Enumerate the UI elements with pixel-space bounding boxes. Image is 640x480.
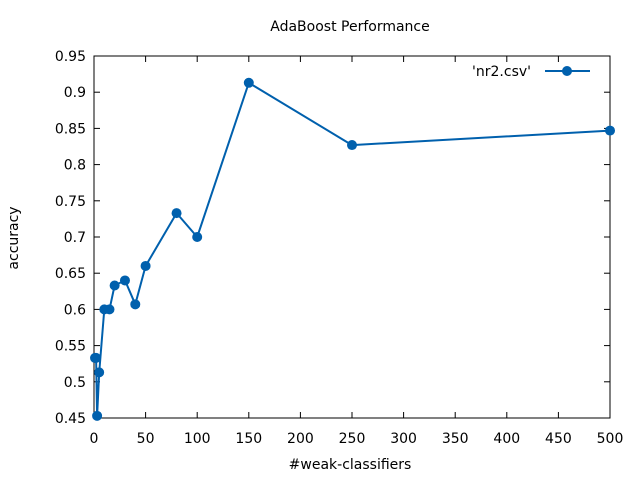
y-tick-label: 0.5 xyxy=(64,375,86,391)
x-tick-label: 300 xyxy=(390,431,417,447)
series-layer xyxy=(90,77,615,421)
data-point xyxy=(140,260,151,271)
chart-title: AdaBoost Performance xyxy=(270,19,429,35)
x-tick-label: 200 xyxy=(287,431,314,447)
x-tick-label: 100 xyxy=(184,431,211,447)
y-tick-label: 0.95 xyxy=(55,49,86,65)
legend-marker xyxy=(562,66,572,76)
data-point xyxy=(130,299,141,310)
legend-label: 'nr2.csv' xyxy=(472,64,531,80)
series-line xyxy=(95,81,611,417)
y-tick-label: 0.9 xyxy=(64,85,86,101)
data-point xyxy=(347,140,357,151)
x-axis-title: #weak-classifiers xyxy=(289,457,412,473)
y-tick-label: 0.45 xyxy=(55,411,86,427)
data-point xyxy=(94,367,105,378)
y-axis-title: accuracy xyxy=(6,206,22,269)
x-tick-label: 0 xyxy=(90,431,99,447)
plot-frame xyxy=(93,55,611,419)
data-point xyxy=(119,275,130,286)
y-tick-label: 0.55 xyxy=(55,339,86,355)
y-tick-label: 0.8 xyxy=(64,158,86,174)
data-point xyxy=(104,304,115,315)
data-point xyxy=(243,77,254,88)
x-tick-label: 500 xyxy=(597,431,624,447)
y-tick-label: 0.7 xyxy=(64,230,86,246)
data-point xyxy=(91,352,102,363)
x-tick-label: 350 xyxy=(442,431,469,447)
data-point xyxy=(92,410,103,421)
legend: 'nr2.csv' xyxy=(472,64,590,80)
data-point xyxy=(109,280,120,291)
y-tick-label: 0.65 xyxy=(55,266,86,282)
x-tick-label: 250 xyxy=(339,431,366,447)
x-tick-label: 400 xyxy=(493,431,520,447)
x-tick-label: 50 xyxy=(137,431,155,447)
axes: 0.45 0.5 0.55 0.6 0.65 0.7 0.75 0.8 0.85 0.9 0.95 0… xyxy=(55,49,624,447)
data-point xyxy=(605,125,615,136)
y-tick-label: 0.6 xyxy=(64,302,86,318)
x-tick-label: 450 xyxy=(545,431,572,447)
x-tick-label: 150 xyxy=(235,431,262,447)
y-tick-label: 0.85 xyxy=(55,121,86,137)
data-point xyxy=(192,232,203,242)
data-point xyxy=(171,208,182,219)
y-tick-label: 0.75 xyxy=(55,194,86,210)
